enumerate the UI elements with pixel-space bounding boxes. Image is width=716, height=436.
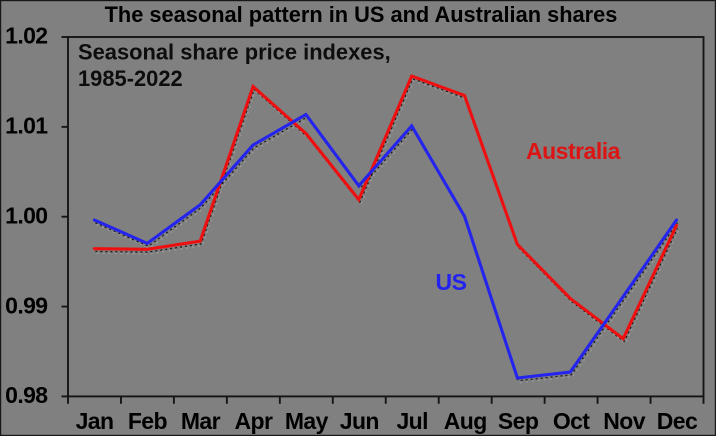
svg-text:Jun: Jun bbox=[340, 408, 379, 434]
svg-text:1.01: 1.01 bbox=[5, 113, 48, 139]
svg-text:0.98: 0.98 bbox=[5, 382, 48, 408]
svg-text:Sep: Sep bbox=[498, 408, 539, 434]
svg-text:Mar: Mar bbox=[181, 408, 221, 434]
svg-text:Dec: Dec bbox=[657, 408, 698, 434]
svg-text:The seasonal pattern in US and: The seasonal pattern in US and Australia… bbox=[105, 2, 618, 27]
svg-text:Australia: Australia bbox=[526, 138, 621, 164]
svg-text:Seasonal share price indexes,: Seasonal share price indexes, bbox=[78, 40, 391, 65]
svg-text:Feb: Feb bbox=[128, 408, 168, 434]
svg-text:Nov: Nov bbox=[603, 408, 645, 434]
svg-text:Jul: Jul bbox=[396, 408, 427, 434]
svg-text:Oct: Oct bbox=[553, 408, 590, 434]
svg-text:Apr: Apr bbox=[234, 408, 272, 434]
svg-text:May: May bbox=[285, 408, 329, 434]
svg-text:1985-2022: 1985-2022 bbox=[78, 66, 183, 91]
svg-text:1.00: 1.00 bbox=[5, 202, 47, 228]
svg-text:US: US bbox=[436, 269, 467, 295]
svg-text:0.99: 0.99 bbox=[5, 292, 47, 318]
svg-text:Aug: Aug bbox=[444, 408, 487, 434]
svg-text:Jan: Jan bbox=[76, 408, 114, 434]
svg-text:1.02: 1.02 bbox=[5, 23, 47, 49]
